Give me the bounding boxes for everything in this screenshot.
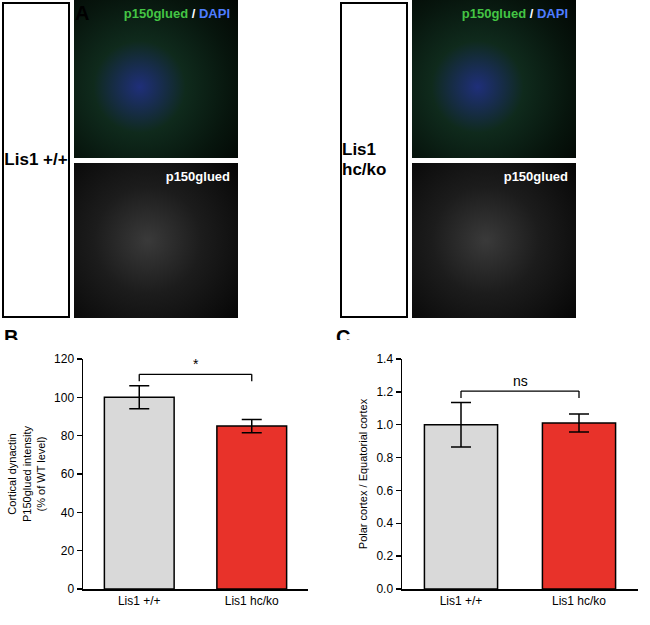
svg-text:60: 60	[61, 467, 75, 481]
svg-text:1.4: 1.4	[376, 352, 393, 366]
html-text:p150glued / DAPI: p150glued / DAPI	[123, 6, 230, 21]
html-text:Lis1 +/+: Lis1 +/+	[4, 150, 68, 169]
svg-text:1.0: 1.0	[376, 418, 393, 432]
svg-text:100: 100	[54, 391, 74, 405]
html-text:A: A	[75, 2, 90, 24]
svg-text:80: 80	[61, 429, 75, 443]
svg-text:0: 0	[67, 582, 74, 596]
html-text:p150glued: p150glued	[165, 169, 230, 184]
html-text:B: B	[4, 326, 19, 348]
svg-text:ns: ns	[513, 373, 528, 389]
html-text:Lis1 hc/ko: Lis1 hc/ko	[342, 140, 387, 179]
svg-text:20: 20	[61, 544, 75, 558]
svg-text:Lis1 hc/ko: Lis1 hc/ko	[225, 594, 279, 608]
svg-text:0.0: 0.0	[376, 582, 393, 596]
svg-text:1.2: 1.2	[376, 385, 393, 399]
svg-text:0.4: 0.4	[376, 516, 393, 530]
svg-text:120: 120	[54, 352, 74, 366]
svg-text:Lis1 hc/ko: Lis1 hc/ko	[552, 594, 606, 608]
svg-text:*: *	[193, 356, 199, 372]
svg-text:Cortical dynactinP150glued int: Cortical dynactinP150glued intensity(% o…	[6, 425, 47, 522]
svg-text:40: 40	[61, 506, 75, 520]
svg-text:0.2: 0.2	[376, 549, 393, 563]
html-text:p150glued / DAPI: p150glued / DAPI	[461, 6, 568, 21]
svg-text:Polar cortex / Equatorial cort: Polar cortex / Equatorial cortex	[357, 398, 369, 549]
svg-text:Lis1 +/+: Lis1 +/+	[118, 594, 161, 608]
svg-text:0.6: 0.6	[376, 484, 393, 498]
svg-text:Lis1 +/+: Lis1 +/+	[440, 594, 483, 608]
svg-text:0.8: 0.8	[376, 451, 393, 465]
html-text:p150glued: p150glued	[503, 169, 568, 184]
html-text:C: C	[336, 326, 351, 348]
